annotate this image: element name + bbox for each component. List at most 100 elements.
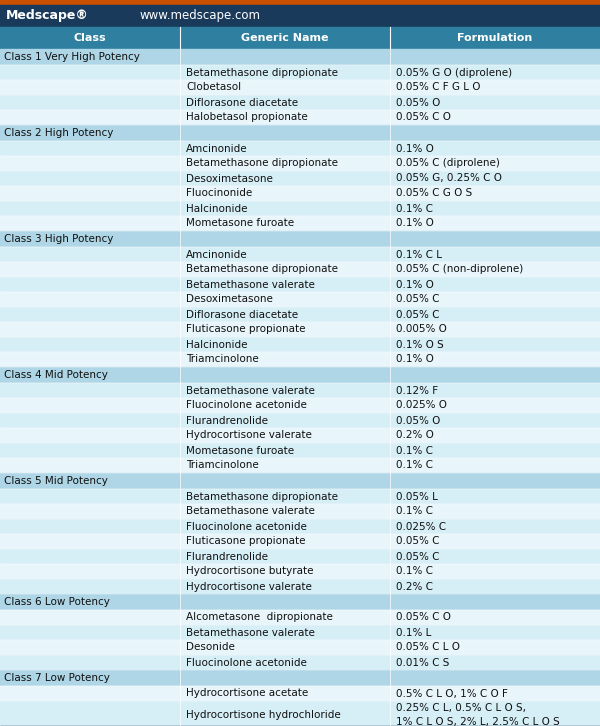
Bar [0,383,600,398]
Bar [0,80,600,95]
Bar [0,610,600,625]
Bar [0,5,600,27]
Text: Betamethasone dipropionate: Betamethasone dipropionate [186,264,338,274]
Bar [0,141,600,156]
Text: Fluocinolone acetonide: Fluocinolone acetonide [186,658,307,667]
Text: Betamethasone valerate: Betamethasone valerate [186,627,315,637]
Bar [0,65,600,80]
Text: Betamethasone valerate: Betamethasone valerate [186,280,315,290]
Text: Amcinonide: Amcinonide [186,144,248,153]
Text: 0.05% C: 0.05% C [396,537,439,547]
Text: 0.05% G O (diprolene): 0.05% G O (diprolene) [396,68,512,78]
Text: 0.05% O: 0.05% O [396,415,440,425]
Bar [0,655,600,670]
Text: 0.05% O: 0.05% O [396,97,440,107]
Bar [0,398,600,413]
Text: 0.01% C S: 0.01% C S [396,658,449,667]
Text: Formulation: Formulation [457,33,533,43]
Text: 0.1% C: 0.1% C [396,203,433,213]
Text: Betamethasone valerate: Betamethasone valerate [186,386,315,396]
Text: 0.1% C: 0.1% C [396,507,433,516]
Text: 0.05% C O: 0.05% C O [396,113,451,123]
Bar [0,186,600,201]
Text: 0.2% O: 0.2% O [396,431,434,441]
Text: Fluocinonide: Fluocinonide [186,189,252,198]
Text: Hydrocortisone valerate: Hydrocortisone valerate [186,431,312,441]
Text: 0.1% O: 0.1% O [396,144,434,153]
Text: 0.1% C L: 0.1% C L [396,250,442,259]
Text: 0.05% C (non-diprolene): 0.05% C (non-diprolene) [396,264,523,274]
Text: Class 7 Low Potency: Class 7 Low Potency [4,673,110,683]
Bar [0,579,600,594]
Text: 0.05% C F G L O: 0.05% C F G L O [396,83,481,92]
Text: Class 1 Very High Potency: Class 1 Very High Potency [4,52,140,62]
Text: 0.05% C: 0.05% C [396,552,439,561]
Text: 0.005% O: 0.005% O [396,325,447,335]
Bar [0,640,600,655]
Text: Desoximetasone: Desoximetasone [186,295,273,304]
Bar [0,458,600,473]
Bar [0,307,600,322]
Bar [0,519,600,534]
Text: Halobetasol propionate: Halobetasol propionate [186,113,308,123]
Text: Class: Class [74,33,106,43]
Bar [0,262,600,277]
Bar [0,110,600,125]
Text: Diflorasone diacetate: Diflorasone diacetate [186,97,298,107]
Text: Desoximetasone: Desoximetasone [186,174,273,184]
Text: 0.05% G, 0.25% C O: 0.05% G, 0.25% C O [396,174,502,184]
Bar [0,171,600,186]
Bar [0,443,600,458]
Text: Betamethasone dipropionate: Betamethasone dipropionate [186,68,338,78]
Text: Hydrocortisone hydrochloride: Hydrocortisone hydrochloride [186,710,341,720]
Text: 0.05% C O: 0.05% C O [396,613,451,622]
Text: 0.1% O: 0.1% O [396,280,434,290]
Text: Hydrocortisone butyrate: Hydrocortisone butyrate [186,566,314,576]
Text: 0.05% C: 0.05% C [396,309,439,319]
Bar [0,489,600,504]
Bar [0,701,600,726]
Bar [0,277,600,292]
Text: Fluticasone propionate: Fluticasone propionate [186,325,305,335]
Bar [0,322,600,337]
Bar [0,549,600,564]
Text: Hydrocortisone acetate: Hydrocortisone acetate [186,688,308,698]
Text: 0.025% C: 0.025% C [396,521,446,531]
Text: Class 4 Mid Potency: Class 4 Mid Potency [4,370,108,380]
Text: Mometasone furoate: Mometasone furoate [186,446,294,455]
Bar [0,686,600,701]
Text: Amcinonide: Amcinonide [186,250,248,259]
Text: www.medscape.com: www.medscape.com [140,9,261,23]
Text: Fluocinolone acetonide: Fluocinolone acetonide [186,521,307,531]
Text: 0.1% O S: 0.1% O S [396,340,444,349]
Bar [0,413,600,428]
Text: Betamethasone dipropionate: Betamethasone dipropionate [186,492,338,502]
Bar [0,473,600,489]
Text: 0.1% C: 0.1% C [396,460,433,470]
Bar [0,201,600,216]
Text: Mometasone furoate: Mometasone furoate [186,219,294,229]
Bar [0,95,600,110]
Text: Generic Name: Generic Name [241,33,329,43]
Bar [0,670,600,686]
Text: 0.25% C L, 0.5% C L O S,: 0.25% C L, 0.5% C L O S, [396,703,526,713]
Text: Fluticasone propionate: Fluticasone propionate [186,537,305,547]
Text: 0.05% C: 0.05% C [396,295,439,304]
Text: 0.05% L: 0.05% L [396,492,438,502]
Bar [0,367,600,383]
Text: 0.12% F: 0.12% F [396,386,438,396]
Text: Medscape®: Medscape® [6,9,89,23]
Text: Betamethasone valerate: Betamethasone valerate [186,507,315,516]
Text: 1% C L O S, 2% L, 2.5% C L O S: 1% C L O S, 2% L, 2.5% C L O S [396,717,560,726]
Bar [0,247,600,262]
Bar [0,292,600,307]
Bar [0,337,600,352]
Text: 0.025% O: 0.025% O [396,401,447,410]
Text: 0.1% C: 0.1% C [396,446,433,455]
Bar [0,156,600,171]
Bar [0,49,600,65]
Text: Flurandrenolide: Flurandrenolide [186,415,268,425]
Text: Fluocinolone acetonide: Fluocinolone acetonide [186,401,307,410]
Text: 0.1% O: 0.1% O [396,354,434,364]
Bar [0,564,600,579]
